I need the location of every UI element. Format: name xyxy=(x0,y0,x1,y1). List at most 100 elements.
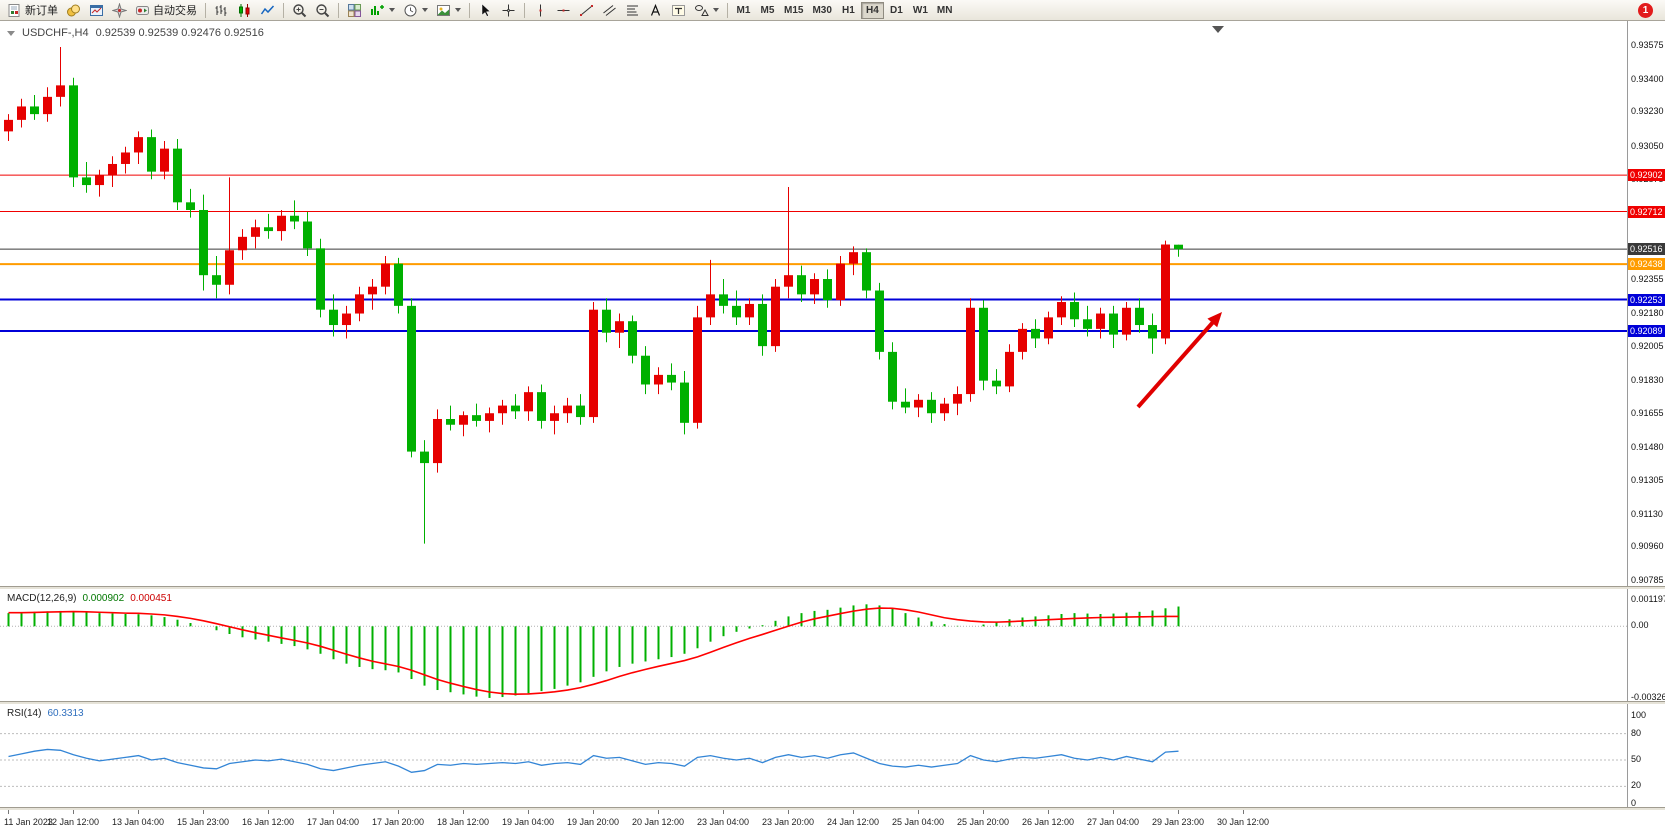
price-tick: 0.92180 xyxy=(1631,307,1664,318)
time-label: 23 Jan 20:00 xyxy=(761,817,815,827)
price-tick: 0.90785 xyxy=(1631,575,1664,585)
shapes-button[interactable] xyxy=(690,1,723,20)
vertical-line-button[interactable] xyxy=(529,1,552,20)
candle-body xyxy=(69,85,78,178)
candle-body xyxy=(758,303,767,347)
price-tag: 0.92089 xyxy=(1628,324,1665,337)
auto-trading-button[interactable]: 自动交易 xyxy=(131,1,201,20)
timeframe-m30[interactable]: M30 xyxy=(808,2,835,19)
candle-body xyxy=(316,248,325,310)
templates-button[interactable] xyxy=(432,1,465,20)
candle-body xyxy=(563,405,572,414)
candle-body xyxy=(56,85,65,97)
line-chart-button[interactable] xyxy=(256,1,279,20)
time-tick xyxy=(203,810,204,814)
macd-axis-tick: 0.00 xyxy=(1631,620,1649,631)
tile-windows-icon xyxy=(348,3,361,17)
candle-body xyxy=(173,148,182,203)
chart-title: USDCHF-,H4 0.92539 0.92539 0.92476 0.925… xyxy=(7,27,264,39)
time-tick xyxy=(398,810,399,814)
timeframe-d1[interactable]: D1 xyxy=(885,2,908,19)
text-button[interactable] xyxy=(644,1,667,20)
candle-body xyxy=(394,263,403,306)
auto-trading-icon xyxy=(136,5,149,15)
rsi-axis-tick: 80 xyxy=(1631,727,1642,738)
notification-badge[interactable]: 1 xyxy=(1638,2,1653,18)
candle-body xyxy=(277,215,286,232)
periods-button[interactable] xyxy=(399,1,432,20)
chevron-down-icon xyxy=(713,8,719,12)
price-tick: 0.93400 xyxy=(1631,73,1664,84)
time-label: 26 Jan 12:00 xyxy=(1021,817,1075,827)
candle-body xyxy=(888,351,897,402)
crosshair-button[interactable] xyxy=(497,1,520,20)
label-button[interactable] xyxy=(667,1,690,20)
equidistant-channel-button[interactable] xyxy=(598,1,621,20)
trend-arrow-head xyxy=(1207,312,1222,328)
time-label: 17 Jan 20:00 xyxy=(371,817,425,827)
macd-chart[interactable] xyxy=(0,589,1627,701)
price-tick: 0.90960 xyxy=(1631,541,1664,552)
cursor-button[interactable] xyxy=(474,1,497,20)
tile-windows-button[interactable] xyxy=(343,1,366,20)
time-label: 24 Jan 12:00 xyxy=(826,817,880,827)
toolbar-separator xyxy=(469,2,470,18)
chart-symbol-label: USDCHF-,H4 xyxy=(22,27,89,39)
candle-body xyxy=(823,279,832,301)
horizontal-line-button[interactable] xyxy=(552,1,575,20)
timeframe-m15[interactable]: M15 xyxy=(780,2,807,19)
timeframe-h4[interactable]: H4 xyxy=(860,1,884,19)
panel-resize-handle[interactable] xyxy=(0,701,1665,704)
time-axis[interactable]: 11 Jan 2023 12 Jan 12:00 13 Jan 04:00 15 Ja… xyxy=(0,810,1627,831)
timeframe-mn[interactable]: MN xyxy=(933,2,957,19)
candle-body xyxy=(940,403,949,414)
macd-value-signal: 0.000451 xyxy=(130,593,172,604)
trendline-button[interactable] xyxy=(575,1,598,20)
charts-window-button[interactable] xyxy=(85,1,108,20)
candle-body xyxy=(524,392,533,412)
candle-body xyxy=(1135,307,1144,326)
price-tick: 0.91305 xyxy=(1631,475,1664,486)
zoom-in-button[interactable] xyxy=(288,1,311,20)
time-tick xyxy=(463,810,464,814)
macd-label: MACD(12,26,9) 0.000902 0.000451 xyxy=(7,593,172,604)
time-tick xyxy=(73,810,74,814)
market-watch-button[interactable] xyxy=(62,1,85,20)
price-tag: 0.92253 xyxy=(1628,293,1665,306)
candle-body xyxy=(147,137,156,172)
price-axis[interactable]: 0.935750.934000.932300.930500.928750.923… xyxy=(1628,21,1665,831)
panel-resize-handle[interactable] xyxy=(0,586,1665,589)
candle-body xyxy=(1057,302,1066,318)
one-click-trading-toggle[interactable] xyxy=(7,30,15,36)
candle-body xyxy=(251,227,260,237)
zoom-out-button[interactable] xyxy=(311,1,334,20)
candlestick-chart[interactable] xyxy=(0,24,1627,586)
chevron-down-icon xyxy=(455,8,461,12)
timeframe-w1[interactable]: W1 xyxy=(909,2,932,19)
candlestick-chart-button[interactable] xyxy=(233,1,256,20)
rsi-chart[interactable] xyxy=(0,704,1627,807)
indicators-button[interactable] xyxy=(366,1,399,20)
time-tick xyxy=(1048,810,1049,814)
timeframe-h1[interactable]: H1 xyxy=(837,2,860,19)
candle-body xyxy=(654,374,663,385)
navigator-button[interactable] xyxy=(108,1,131,20)
bar-chart-button[interactable] xyxy=(210,1,233,20)
candle-body xyxy=(1122,307,1131,335)
candle-body xyxy=(966,307,975,395)
candle-body xyxy=(238,236,247,251)
timeframe-m5[interactable]: M5 xyxy=(756,2,779,19)
time-tick xyxy=(788,810,789,814)
templates-icon xyxy=(437,4,450,16)
navigator-icon xyxy=(112,2,127,18)
candle-body xyxy=(329,309,338,326)
time-tick xyxy=(658,810,659,814)
chart-shift-marker[interactable] xyxy=(1212,26,1224,33)
trend-arrow[interactable] xyxy=(1136,318,1217,409)
timeframe-m1[interactable]: M1 xyxy=(732,2,755,19)
fibonacci-button[interactable] xyxy=(621,1,644,20)
candle-body xyxy=(641,355,650,385)
new-order-button[interactable]: 新订单 xyxy=(3,1,62,20)
panel-resize-handle[interactable] xyxy=(0,807,1665,810)
horizontal-line-icon xyxy=(557,9,570,11)
